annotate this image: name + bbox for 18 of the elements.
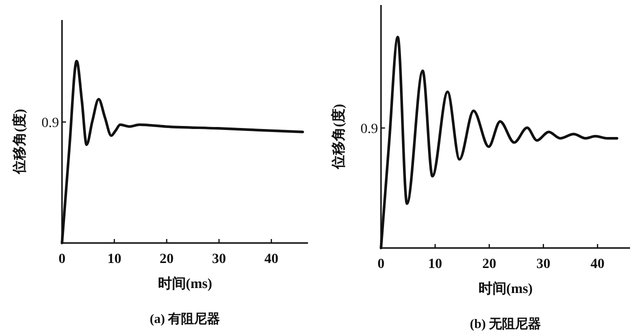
text: 0.9 [360, 122, 378, 137]
x-tick-label: 30 [212, 252, 226, 267]
text: 0.9 [42, 116, 59, 131]
y-axis-title: 位移角(度) [330, 104, 347, 170]
x-axis-title: 时间(ms) [158, 276, 213, 292]
text: (b) 无阻尼器 [470, 316, 542, 331]
x-tick-label: 10 [428, 257, 442, 272]
x-tick-label: 20 [482, 257, 496, 272]
x-tick-label: 20 [160, 252, 174, 267]
x-tick-label: 40 [264, 252, 278, 267]
x-tick-label: 0 [58, 252, 66, 267]
x-axis-title: 时间(ms) [478, 281, 534, 297]
text: (a) 有阻尼器 [150, 311, 220, 326]
y-axis-title: 位移角(度) [11, 108, 28, 176]
x-tick-label: 10 [107, 252, 122, 267]
x-tick-label: 30 [536, 257, 550, 272]
x-tick-label: 40 [590, 257, 605, 272]
x-tick-label: 0 [378, 257, 384, 272]
